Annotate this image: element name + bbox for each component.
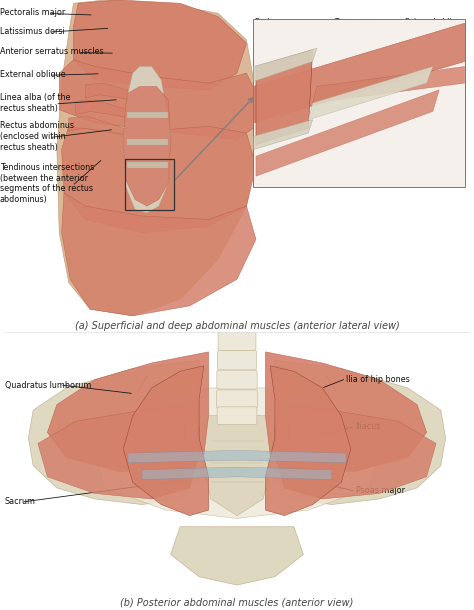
Polygon shape bbox=[254, 120, 313, 149]
Polygon shape bbox=[127, 139, 168, 145]
Text: Transversus
abdominus: Transversus abdominus bbox=[334, 18, 377, 31]
Polygon shape bbox=[201, 416, 273, 515]
Polygon shape bbox=[62, 193, 256, 316]
Polygon shape bbox=[123, 66, 171, 213]
Polygon shape bbox=[275, 404, 436, 499]
Polygon shape bbox=[76, 99, 133, 118]
Text: External oblique: External oblique bbox=[0, 70, 65, 79]
Text: Anterior serratus muscles: Anterior serratus muscles bbox=[0, 47, 104, 56]
Polygon shape bbox=[95, 388, 379, 518]
FancyBboxPatch shape bbox=[218, 351, 256, 370]
FancyBboxPatch shape bbox=[217, 407, 257, 425]
FancyBboxPatch shape bbox=[217, 390, 257, 408]
Polygon shape bbox=[171, 526, 303, 585]
Polygon shape bbox=[256, 90, 439, 176]
Text: Rectus abdominus: Rectus abdominus bbox=[255, 128, 322, 134]
Polygon shape bbox=[127, 112, 168, 118]
Polygon shape bbox=[265, 366, 351, 515]
Polygon shape bbox=[38, 404, 199, 499]
Text: Linea alba (of the
rectus sheath): Linea alba (of the rectus sheath) bbox=[0, 93, 71, 113]
Polygon shape bbox=[142, 467, 332, 479]
Polygon shape bbox=[73, 0, 246, 90]
Text: Psoas major: Psoas major bbox=[356, 486, 404, 495]
Polygon shape bbox=[128, 450, 346, 463]
Text: (b) Posterior abdominal muscles (anterior view): (b) Posterior abdominal muscles (anterio… bbox=[120, 597, 354, 607]
Polygon shape bbox=[47, 352, 209, 471]
Text: Quadratus lumborum: Quadratus lumborum bbox=[5, 381, 91, 390]
Polygon shape bbox=[254, 48, 317, 82]
Polygon shape bbox=[265, 360, 446, 504]
Text: Aponeurosis of
internal oblique: Aponeurosis of internal oblique bbox=[321, 149, 379, 163]
Polygon shape bbox=[123, 366, 209, 515]
FancyBboxPatch shape bbox=[253, 20, 465, 187]
Polygon shape bbox=[28, 360, 209, 504]
FancyBboxPatch shape bbox=[218, 331, 256, 351]
Polygon shape bbox=[256, 50, 313, 145]
Polygon shape bbox=[265, 352, 427, 471]
Polygon shape bbox=[59, 60, 256, 140]
Text: Ilia of hip bones: Ilia of hip bones bbox=[346, 375, 410, 384]
Text: Rectus
sheath: Rectus sheath bbox=[255, 18, 280, 31]
Polygon shape bbox=[313, 66, 465, 103]
Polygon shape bbox=[309, 66, 433, 120]
Text: Pectoralis major: Pectoralis major bbox=[0, 9, 65, 17]
Text: (a) Superficial and deep abdominal muscles (anterior lateral view): (a) Superficial and deep abdominal muscl… bbox=[74, 321, 400, 331]
Text: Latissimus dorsi: Latissimus dorsi bbox=[0, 27, 65, 35]
Polygon shape bbox=[69, 117, 123, 135]
Polygon shape bbox=[254, 23, 465, 123]
Text: Internal oblique: Internal oblique bbox=[370, 170, 428, 176]
Text: Rectus abdominus
(enclosed within
rectus sheath): Rectus abdominus (enclosed within rectus… bbox=[0, 121, 74, 152]
Text: External oblique: External oblique bbox=[405, 18, 465, 24]
Polygon shape bbox=[127, 162, 168, 168]
FancyBboxPatch shape bbox=[217, 370, 257, 389]
Polygon shape bbox=[57, 0, 256, 316]
Text: Tendinous intersections
(between the anterior
segments of the rectus
abdominus): Tendinous intersections (between the ant… bbox=[0, 163, 94, 204]
Text: Iliacus: Iliacus bbox=[356, 422, 381, 431]
Polygon shape bbox=[85, 83, 142, 101]
Polygon shape bbox=[123, 87, 171, 206]
Polygon shape bbox=[62, 126, 256, 232]
Text: Sacrum: Sacrum bbox=[5, 497, 36, 506]
